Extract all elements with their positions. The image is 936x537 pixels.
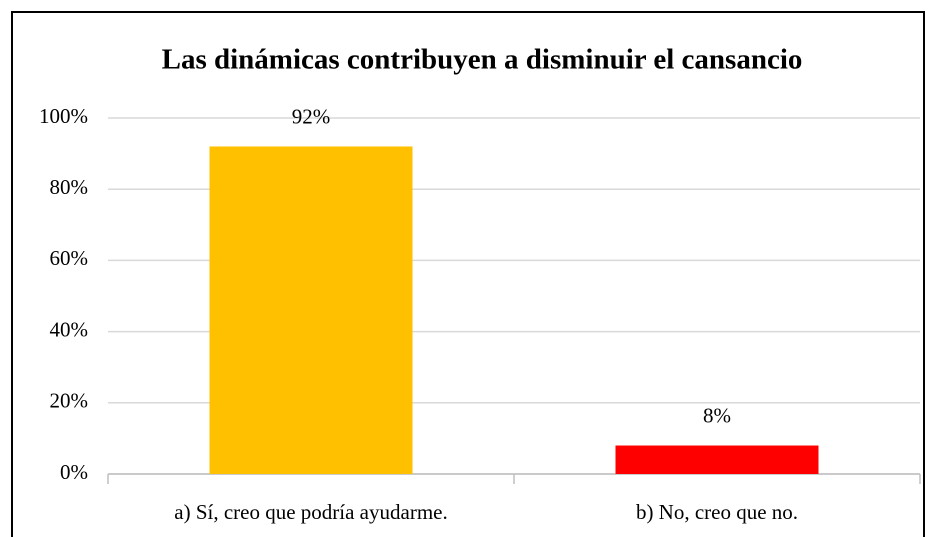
- x-tick-label: b) No, creo que no.: [636, 500, 798, 524]
- bar: [209, 146, 413, 475]
- chart-title: Las dinámicas contribuyen a disminuir el…: [162, 44, 803, 76]
- bar: [615, 445, 819, 474]
- data-label: 8%: [703, 403, 731, 427]
- y-tick-label: 20%: [50, 389, 89, 413]
- data-label: 92%: [292, 104, 331, 128]
- y-tick-label: 60%: [50, 246, 89, 270]
- x-tick-label: a) Sí, creo que podría ayudarme.: [174, 500, 447, 524]
- y-tick-label: 0%: [60, 460, 88, 484]
- y-tick-label: 80%: [50, 175, 89, 199]
- y-tick-label: 40%: [50, 317, 89, 341]
- y-tick-label: 100%: [39, 104, 88, 128]
